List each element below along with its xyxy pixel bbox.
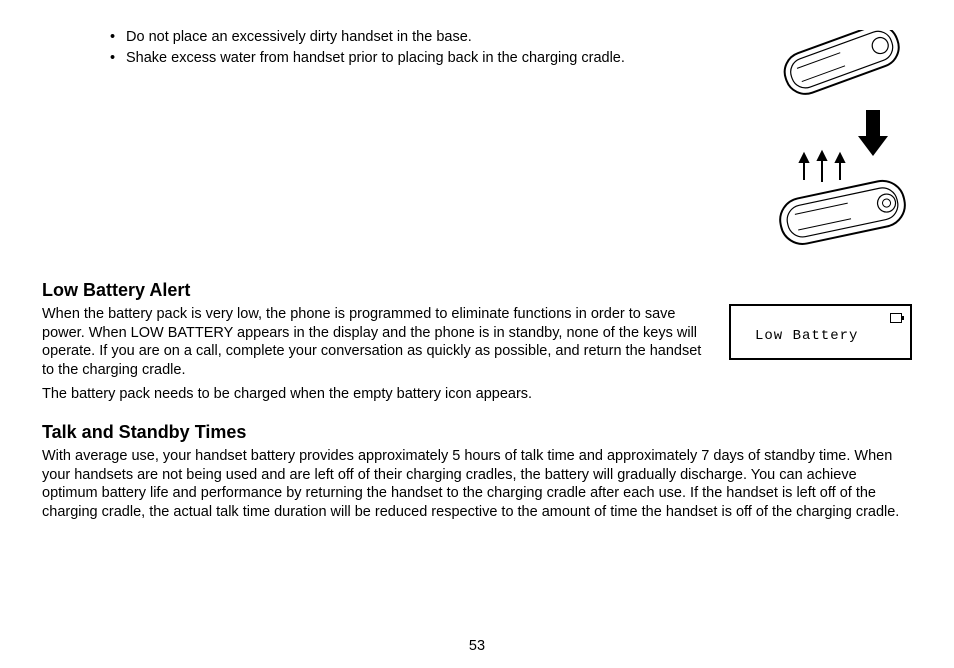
lcd-text: Low Battery [755,328,858,344]
lcd-display-figure: Low Battery [729,304,912,360]
talk-standby-section: Talk and Standby Times With average use,… [42,422,912,527]
battery-empty-icon [890,310,904,328]
manual-page: Do not place an excessively dirty handse… [0,0,954,668]
section-heading: Low Battery Alert [42,280,702,301]
low-battery-section: Low Battery Alert When the battery pack … [42,280,702,410]
shake-arrows-icon [800,152,844,182]
paragraph: With average use, your handset battery p… [42,447,912,521]
section-heading: Talk and Standby Times [42,422,912,443]
page-number: 53 [0,638,954,654]
paragraph: The battery pack needs to be charged whe… [42,385,702,404]
handset-placement-figure [774,30,912,260]
paragraph: When the battery pack is very low, the p… [42,305,702,379]
down-arrow-icon [858,110,888,156]
bullet-text: Shake excess water from handset prior to… [126,50,625,66]
bullet-text: Do not place an excessively dirty handse… [126,29,472,45]
